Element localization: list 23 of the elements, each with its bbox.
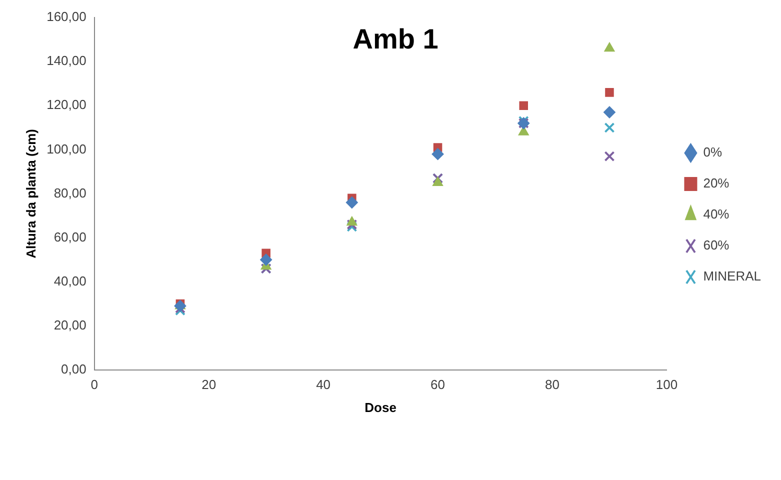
y-tick-label: 160,00 bbox=[46, 9, 86, 24]
legend-label: MINERAL bbox=[703, 268, 762, 284]
legend-label: 40% bbox=[703, 206, 730, 222]
legend-label: 60% bbox=[703, 238, 730, 253]
y-axis-title: Altura da planta (cm) bbox=[23, 129, 38, 258]
legend-label: 20% bbox=[703, 176, 730, 191]
chart-title: Amb 1 bbox=[352, 24, 438, 55]
y-tick-label: 40,00 bbox=[54, 273, 86, 288]
legend-label: 0% bbox=[703, 144, 722, 160]
x-tick-label: 0 bbox=[90, 377, 98, 392]
y-tick-label: 60,00 bbox=[54, 229, 86, 244]
x-tick-label: 40 bbox=[316, 377, 331, 392]
y-tick-label: 100,00 bbox=[46, 141, 86, 156]
x-tick-label: 20 bbox=[202, 377, 216, 392]
x-tick-label: 60 bbox=[430, 377, 446, 392]
y-tick-label: 20,00 bbox=[54, 317, 86, 332]
y-tick-label: 140,00 bbox=[46, 53, 86, 68]
x-axis-title: Dose bbox=[364, 400, 396, 415]
x-tick-label: 100 bbox=[656, 377, 678, 392]
y-tick-label: 120,00 bbox=[46, 97, 86, 112]
y-tick-label: 80,00 bbox=[54, 185, 86, 200]
x-tick-label: 80 bbox=[545, 377, 560, 392]
y-tick-label: 0,00 bbox=[61, 361, 86, 376]
